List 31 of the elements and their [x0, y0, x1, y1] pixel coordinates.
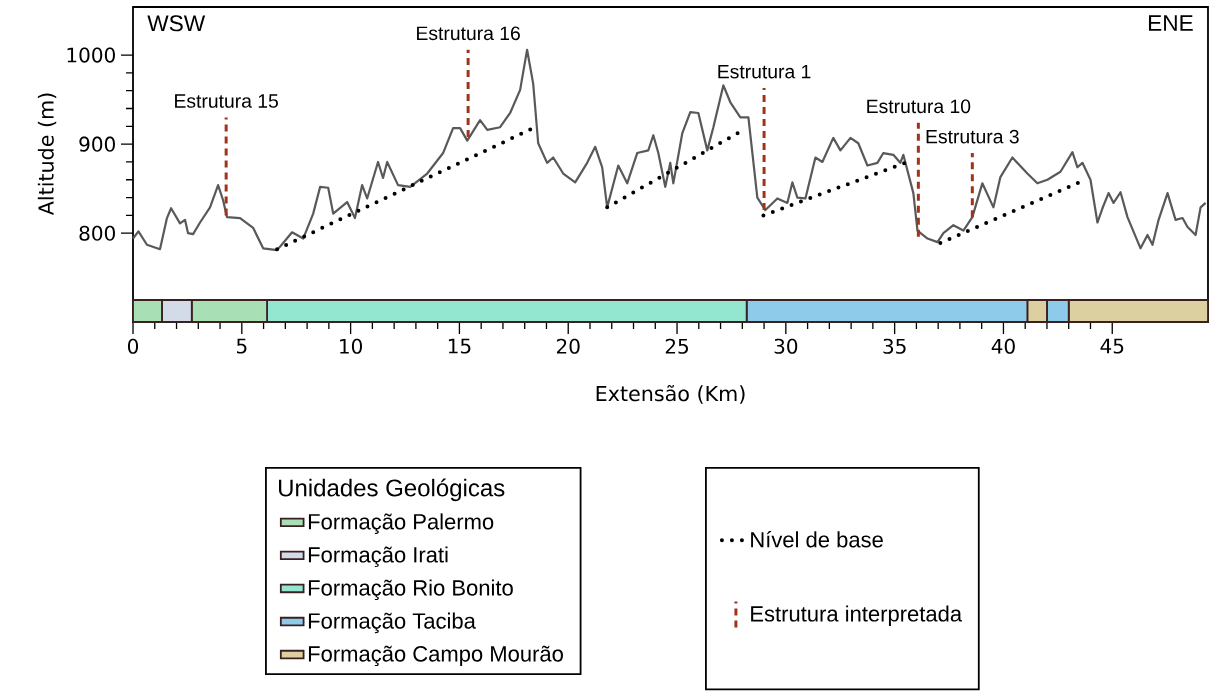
- x-tick-label: 45: [1100, 338, 1124, 354]
- x-tick-label: 5: [237, 338, 247, 354]
- annotation: WSW: [147, 15, 206, 32]
- x-axis-title: Extensão (Km): [596, 384, 745, 404]
- annotation: Estrutura 1: [718, 64, 811, 79]
- y-tick-label: 1000: [67, 47, 115, 63]
- annotation: Estrutura 15: [175, 94, 278, 108]
- x-tick-label: 25: [665, 338, 688, 354]
- legend-label: Formação Campo Mourão: [308, 645, 563, 667]
- x-tick-label: 40: [991, 338, 1015, 354]
- x-tick-label: 0: [127, 338, 139, 354]
- legend-label: Formação Irati: [308, 546, 448, 568]
- x-tick-label: 15: [448, 338, 471, 354]
- legend-title: Unidades Geológicas: [279, 478, 505, 502]
- annotation: ENE: [1148, 15, 1193, 31]
- x-tick-label: 30: [774, 338, 798, 354]
- legend-label: Formação Palermo: [308, 513, 494, 534]
- annotation: Estrutura 3: [926, 129, 1019, 144]
- y-tick-label: 900: [79, 136, 115, 152]
- x-tick-label: 35: [883, 338, 906, 354]
- legend-label: Estrutura interpretada: [751, 605, 963, 626]
- legend-label: Formação Rio Bonito: [308, 579, 513, 601]
- legend-label: Nível de base: [751, 531, 883, 548]
- y-axis-title: Altitude (m): [37, 93, 57, 216]
- x-tick-label: 10: [340, 338, 363, 354]
- line-series: [131, 48, 1207, 252]
- annotation: Estrutura 16: [417, 26, 520, 41]
- annotation: Estrutura 10: [867, 99, 971, 114]
- x-tick-label: 20: [556, 338, 580, 354]
- legend-label: Formação Taciba: [308, 612, 476, 634]
- y-tick-label: 800: [79, 225, 115, 241]
